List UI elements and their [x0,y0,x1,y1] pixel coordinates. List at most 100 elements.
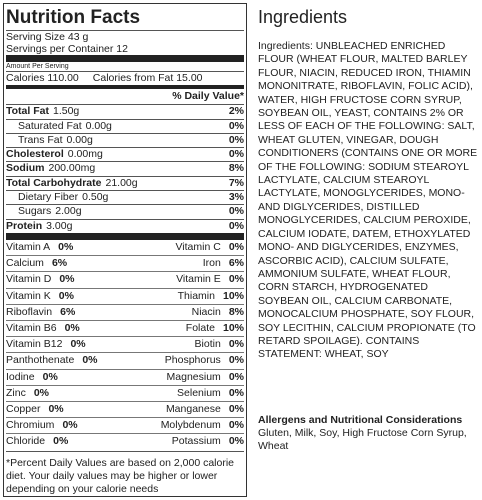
vitamin-cell: Vitamin B12 0% [6,337,125,352]
nutrient-dv: 3% [228,191,244,204]
nutrient-row: Cholesterol 0.00mg 0% [6,147,244,161]
vitamin-name: Molybdenum [160,419,221,432]
vitamin-name: Calcium [6,257,44,270]
nutrient-amount: 200.00mg [48,162,96,175]
vitamin-cell: Vitamin A 0% [6,240,125,255]
vitamin-cell: Calcium 6% [6,256,125,271]
vitamin-pct: 0% [228,370,244,383]
nutrient-label: Total Fat [6,105,49,118]
nutrient-row: Saturated Fat 0.00g 0% [6,118,244,133]
ingredients-title: Ingredients [258,7,348,27]
calories-row: Calories 110.00 Calories from Fat 15.00 [6,71,244,85]
vitamin-name: Vitamin B12 [6,338,63,351]
vitamin-name: Vitamin B6 [6,321,57,334]
vitamin-name: Vitamin K [6,289,51,302]
vitamin-row: Copper 0% Manganese 0% [6,401,244,417]
nutrient-amount: 1.50g [52,105,80,118]
nutrient-row: Sugars 2.00g 0% [6,204,244,218]
vitamin-cell: Vitamin K 0% [6,289,125,304]
vitamin-cell: Molybdenum 0% [125,418,244,433]
vitamin-name: Riboflavin [6,305,53,318]
panel-title: Nutrition Facts [6,7,141,28]
divider [6,30,244,31]
vitamin-name: Chloride [6,435,46,448]
nutrient-label: Protein [6,219,43,232]
vitamin-name: Thiamin [177,289,215,302]
amount-label: Amount Per Serving [6,63,69,70]
vitamin-name: Copper [6,403,41,415]
vitamin-name: Folate [185,321,215,334]
vitamin-cell: Biotin 0% [125,337,244,352]
vitamin-row: Riboflavin 6% Niacin 8% [6,303,244,320]
nutrient: Total Carbohydrate 21.00g [6,177,138,190]
vitamin-pct: 0% [228,354,244,367]
nutrient-label: Sodium [6,162,45,175]
vitamin-name: Vitamin D [6,273,52,286]
vitamin-pct: 0% [228,386,244,399]
ingredients-panel: Ingredients Ingredients: UNBLEACHED ENRI… [258,6,480,453]
vitamin-name: Zinc [6,386,26,399]
nutrient-dv: 8% [228,162,244,175]
vitamin-cell: Selenium 0% [125,386,244,401]
nutrient-dv: 0% [228,119,244,132]
vitamin-cell: Zinc 0% [6,386,125,401]
nutrient-dv: 0% [228,148,244,161]
nutrient-dv: 0% [228,205,244,218]
vitamin-pct: 0% [48,403,64,415]
vitamin-name: Vitamin A [6,240,51,253]
nutrient-dv: 0% [228,219,244,232]
vitamin-row: Iodine 0% Magnesium 0% [6,368,244,385]
vitamin-row: Vitamin D 0% Vitamin E 0% [6,271,244,287]
vitamin-cell: Vitamin E 0% [125,272,244,287]
vitamin-pct: 0% [228,435,244,448]
nutrient-amount: 0.00g [85,119,112,132]
vitamin-pct: 0% [228,403,244,415]
nutrient-dv: 2% [228,105,244,118]
nutrient-amount: 0.00g [66,133,93,146]
nutrient: Dietary Fiber 0.50g [6,191,108,204]
vitamin-pct: 0% [82,354,98,367]
vitamin-name: Niacin [191,305,221,318]
vitamin-cell: Thiamin 10% [125,289,244,304]
vitamin-pct: 0% [33,386,50,399]
nutrient: Cholesterol 0.00mg [6,148,103,161]
vitamin-cell: Vitamin D 0% [6,272,125,287]
vitamin-cell: Iron 6% [125,256,244,271]
nutrient-row: Sodium 200.00mg 8% [6,161,244,175]
nutrient-amount: 2.00g [55,205,82,218]
nutrient-label: Sugars [18,205,52,218]
vitamin-pct: 6% [60,305,76,318]
nutrient: Sugars 2.00g [6,205,82,218]
divider [6,55,244,62]
nutrient-label: Dietary Fiber [18,191,79,204]
vitamin-name: Iodine [6,370,35,383]
vitamin-row: Vitamin K 0% Thiamin 10% [6,287,244,304]
nutrient: Sodium 200.00mg [6,162,95,175]
vitamin-pct: 0% [228,273,244,286]
vitamin-cell: Iodine 0% [6,370,125,385]
nutrient-row: Trans Fat 0.00g 0% [6,132,244,147]
vitamin-pct: 8% [228,305,244,318]
vitamin-row: Calcium 6% Iron 6% [6,255,244,271]
vitamin-pct: 6% [228,257,244,270]
vitamin-row: Chloride 0% Potassium 0% [6,433,244,449]
vitamin-pct: 0% [64,321,80,334]
nutrient-rows: Total Fat 1.50g 2% Saturated Fat 0.00g 0% Tran… [6,104,244,233]
vitamin-pct: 0% [59,273,75,286]
vitamin-pct: 0% [62,419,78,432]
nutrition-panel: Nutrition Facts Serving Size 43 g Servin… [3,3,247,497]
vitamin-pct: 0% [228,240,244,253]
vitamin-name: Phosphorus [164,354,221,367]
vitamin-name: Biotin [194,338,221,351]
vitamin-name: Potassium [171,435,221,448]
nutrient: Trans Fat 0.00g [6,134,93,147]
vitamin-cell: Potassium 0% [125,434,244,449]
nutrient: Total Fat 1.50g [6,105,79,118]
serving-size: Serving Size 43 g [6,31,89,43]
nutrient: Protein 3.00g [6,220,72,233]
vitamin-row: Vitamin B6 0% Folate 10% [6,319,244,336]
nutrient-label: Trans Fat [18,133,63,146]
nutrient-row: Total Carbohydrate 21.00g 7% [6,175,244,190]
nutrient-amount: 21.00g [105,176,138,189]
